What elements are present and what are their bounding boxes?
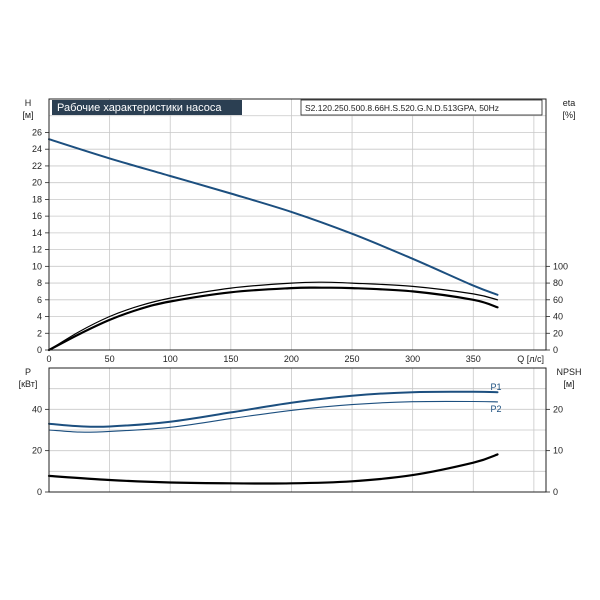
top-left-tick-label: 10 <box>32 261 42 271</box>
x-tick-label: 350 <box>466 354 481 364</box>
top-left-axis-unit: [м] <box>22 110 33 120</box>
x-tick-label: 0 <box>46 354 51 364</box>
bottom-left-axis-unit: [кВт] <box>19 379 38 389</box>
x-tick-label: 300 <box>405 354 420 364</box>
bottom-left-tick-label: 40 <box>32 404 42 414</box>
series-line-NPSH <box>47 453 499 485</box>
series-label-P1: P1 <box>491 382 502 392</box>
top-right-axis-unit: [%] <box>562 110 575 120</box>
top-left-tick-label: 6 <box>37 295 42 305</box>
top-left-tick-label: 14 <box>32 228 42 238</box>
bottom-right-axis-label: NPSH <box>556 367 581 377</box>
x-tick-label: 100 <box>163 354 178 364</box>
top-right-tick-label: 0 <box>553 345 558 355</box>
series-line-eta1 <box>48 281 499 351</box>
model-label: S2.120.250.500.8.66H.S.520.G.N.D.513GPA,… <box>305 103 499 113</box>
bottom-plot-frame <box>48 367 547 493</box>
top-left-axis-label: H <box>25 98 32 108</box>
series-line-P2 <box>48 400 499 433</box>
x-tick-label: 250 <box>345 354 360 364</box>
top-left-tick-label: 22 <box>32 161 42 171</box>
x-tick-label: 150 <box>223 354 238 364</box>
series-label-P2: P2 <box>491 404 502 414</box>
bottom-right-tick-label: 10 <box>553 446 563 456</box>
top-right-axis-label: eta <box>563 98 576 108</box>
top-left-tick-label: 4 <box>37 312 42 322</box>
chart-title-box <box>52 100 242 115</box>
top-left-tick-label: 12 <box>32 245 42 255</box>
top-left-tick-label: 20 <box>32 178 42 188</box>
top-left-tick-label: 0 <box>37 345 42 355</box>
bottom-left-tick-label: 20 <box>32 446 42 456</box>
bottom-right-axis-unit: [м] <box>563 379 574 389</box>
top-right-tick-label: 40 <box>553 312 563 322</box>
top-right-tick-label: 60 <box>553 295 563 305</box>
model-box <box>300 99 543 116</box>
top-left-tick-label: 16 <box>32 211 42 221</box>
bottom-left-tick-label: 0 <box>37 487 42 497</box>
bottom-right-tick-label: 0 <box>553 487 558 497</box>
top-left-tick-label: 18 <box>32 194 42 204</box>
top-right-tick-label: 100 <box>553 261 568 271</box>
x-axis-label: Q [л/с] <box>517 354 544 364</box>
series-line-H <box>48 138 499 296</box>
top-left-tick-label: 2 <box>37 328 42 338</box>
top-left-tick-label: 26 <box>32 127 42 137</box>
x-tick-label: 50 <box>105 354 115 364</box>
x-tick-label: 200 <box>284 354 299 364</box>
top-right-tick-label: 80 <box>553 278 563 288</box>
series-line-P1 <box>48 390 499 428</box>
bottom-left-axis-label: P <box>25 367 31 377</box>
top-right-tick-label: 20 <box>553 328 563 338</box>
bottom-right-tick-label: 20 <box>553 404 563 414</box>
top-left-tick-label: 24 <box>32 144 42 154</box>
series-line-eta2 <box>47 286 499 352</box>
top-left-tick-label: 8 <box>37 278 42 288</box>
chart-title: Рабочие характеристики насоса <box>57 102 222 114</box>
top-plot-frame <box>48 98 547 351</box>
